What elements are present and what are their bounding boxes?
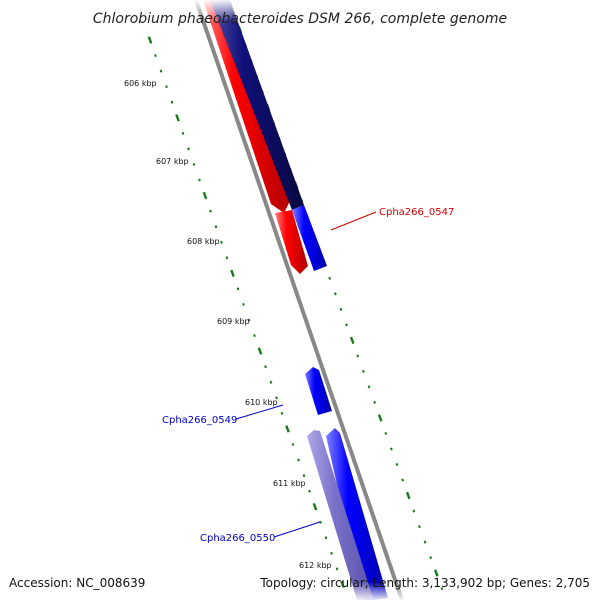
inner-track-minor-tick xyxy=(225,256,229,260)
outer-track-minor-tick xyxy=(395,462,399,467)
inner-track-minor-tick xyxy=(242,302,245,306)
inner-track-minor-tick xyxy=(170,100,174,104)
map-title: Chlorobium phaeobacteroides DSM 266, com… xyxy=(93,11,507,27)
gene-arrow-red-long[interactable] xyxy=(203,0,291,213)
inner-track-minor-tick xyxy=(330,551,333,555)
inner-track-minor-tick xyxy=(335,567,339,571)
tick-label-610: 610 kbp xyxy=(245,398,278,407)
genome-summary-text: Topology: circular; Length: 3,133,902 bp… xyxy=(259,576,590,590)
inner-track-minor-tick xyxy=(253,334,256,338)
outer-track-minor-tick xyxy=(333,292,337,296)
inner-track-minor-tick xyxy=(308,489,311,493)
inner-track-major-tick xyxy=(312,502,318,511)
tick-label-607: 607 kbp xyxy=(156,157,189,166)
tick-label-606: 606 kbp xyxy=(124,79,157,88)
outer-track-minor-tick xyxy=(423,540,427,544)
inner-track-minor-tick xyxy=(291,442,295,446)
inner-track-minor-tick xyxy=(187,147,190,151)
outer-track-minor-tick xyxy=(373,400,376,404)
inner-track-major-tick xyxy=(147,36,153,44)
inner-track-major-tick xyxy=(175,114,180,122)
gene-features xyxy=(190,0,420,600)
outer-track-minor-tick xyxy=(367,385,371,389)
inner-track-minor-tick xyxy=(192,162,196,166)
leader-line-0550 xyxy=(273,521,321,538)
gene-label-0547[interactable]: Cpha266_0547 xyxy=(379,207,454,218)
inner-track-minor-tick xyxy=(154,54,157,58)
inner-track-minor-tick xyxy=(302,474,306,478)
inner-track-minor-tick xyxy=(214,225,218,229)
gene-label-0549[interactable]: Cpha266_0549 xyxy=(162,415,237,426)
inner-track-major-tick xyxy=(257,347,263,355)
outer-track-major-tick xyxy=(405,491,411,500)
gene-arrow-lavender-0550[interactable] xyxy=(307,430,373,600)
bottom-fade xyxy=(340,582,420,600)
inner-track-minor-tick xyxy=(159,69,163,73)
inner-track-minor-tick xyxy=(220,240,223,244)
gene-arrow-blue-0549[interactable] xyxy=(305,367,332,415)
outer-track-minor-tick xyxy=(384,431,388,435)
outer-track-major-tick xyxy=(377,414,383,422)
inner-track-major-tick xyxy=(230,269,235,278)
outer-track-minor-tick xyxy=(412,509,416,513)
outer-track-minor-tick xyxy=(339,307,343,311)
inner-track-minor-tick xyxy=(198,178,201,182)
outer-track-minor-tick xyxy=(345,323,348,327)
inner-track-minor-tick xyxy=(181,131,185,135)
genome-backbone xyxy=(194,0,404,600)
inner-track-minor-tick xyxy=(275,396,278,400)
tick-label-608: 608 kbp xyxy=(187,237,220,246)
inner-track-minor-tick xyxy=(247,318,251,322)
top-fade xyxy=(190,0,260,22)
inner-track-minor-tick xyxy=(209,209,212,213)
gene-arrow-navy[interactable] xyxy=(210,0,304,210)
outer-track-minor-tick xyxy=(362,369,365,373)
inner-track-major-tick xyxy=(285,425,290,433)
outer-track-major-tick xyxy=(433,569,439,577)
inner-track-minor-tick xyxy=(297,458,300,462)
tick-labels: 606 kbp 607 kbp 608 kbp 609 kbp 610 kbp … xyxy=(124,79,332,570)
inner-track-minor-tick xyxy=(269,380,273,384)
outer-track-major-tick xyxy=(349,336,355,345)
gene-labels: Cpha266_0547 Cpha266_0549 Cpha266_0550 xyxy=(162,207,454,544)
gene-arrow-red-short[interactable] xyxy=(275,210,308,274)
gene-arrow-blue-0548[interactable] xyxy=(326,428,388,600)
inner-track-minor-tick xyxy=(324,536,328,540)
inner-track-minor-tick xyxy=(319,520,322,524)
leader-line-0547 xyxy=(330,211,377,231)
gene-label-0550[interactable]: Cpha266_0550 xyxy=(200,533,275,544)
tick-label-612: 612 kbp xyxy=(299,561,332,570)
inner-track-minor-tick xyxy=(165,85,168,89)
gene-arrow-blue-0547[interactable] xyxy=(292,205,327,271)
inner-track-minor-tick xyxy=(264,365,267,369)
outer-track-minor-tick xyxy=(356,354,360,358)
outer-track-minor-tick xyxy=(418,525,421,529)
outer-track-minor-tick xyxy=(429,556,433,560)
outer-track-minor-tick xyxy=(440,587,444,591)
outer-track-minor-tick xyxy=(328,276,332,280)
inner-track-major-tick xyxy=(202,191,208,200)
leader-line-0549 xyxy=(235,404,284,420)
tick-label-611: 611 kbp xyxy=(273,479,306,488)
inner-track-minor-tick xyxy=(236,287,240,291)
outer-track-minor-tick xyxy=(401,478,405,482)
outer-track-minor-tick xyxy=(390,447,393,451)
inner-track-minor-tick xyxy=(280,411,284,415)
accession-text: Accession: NC_008639 xyxy=(9,576,145,590)
tick-label-609: 609 kbp xyxy=(217,317,250,326)
